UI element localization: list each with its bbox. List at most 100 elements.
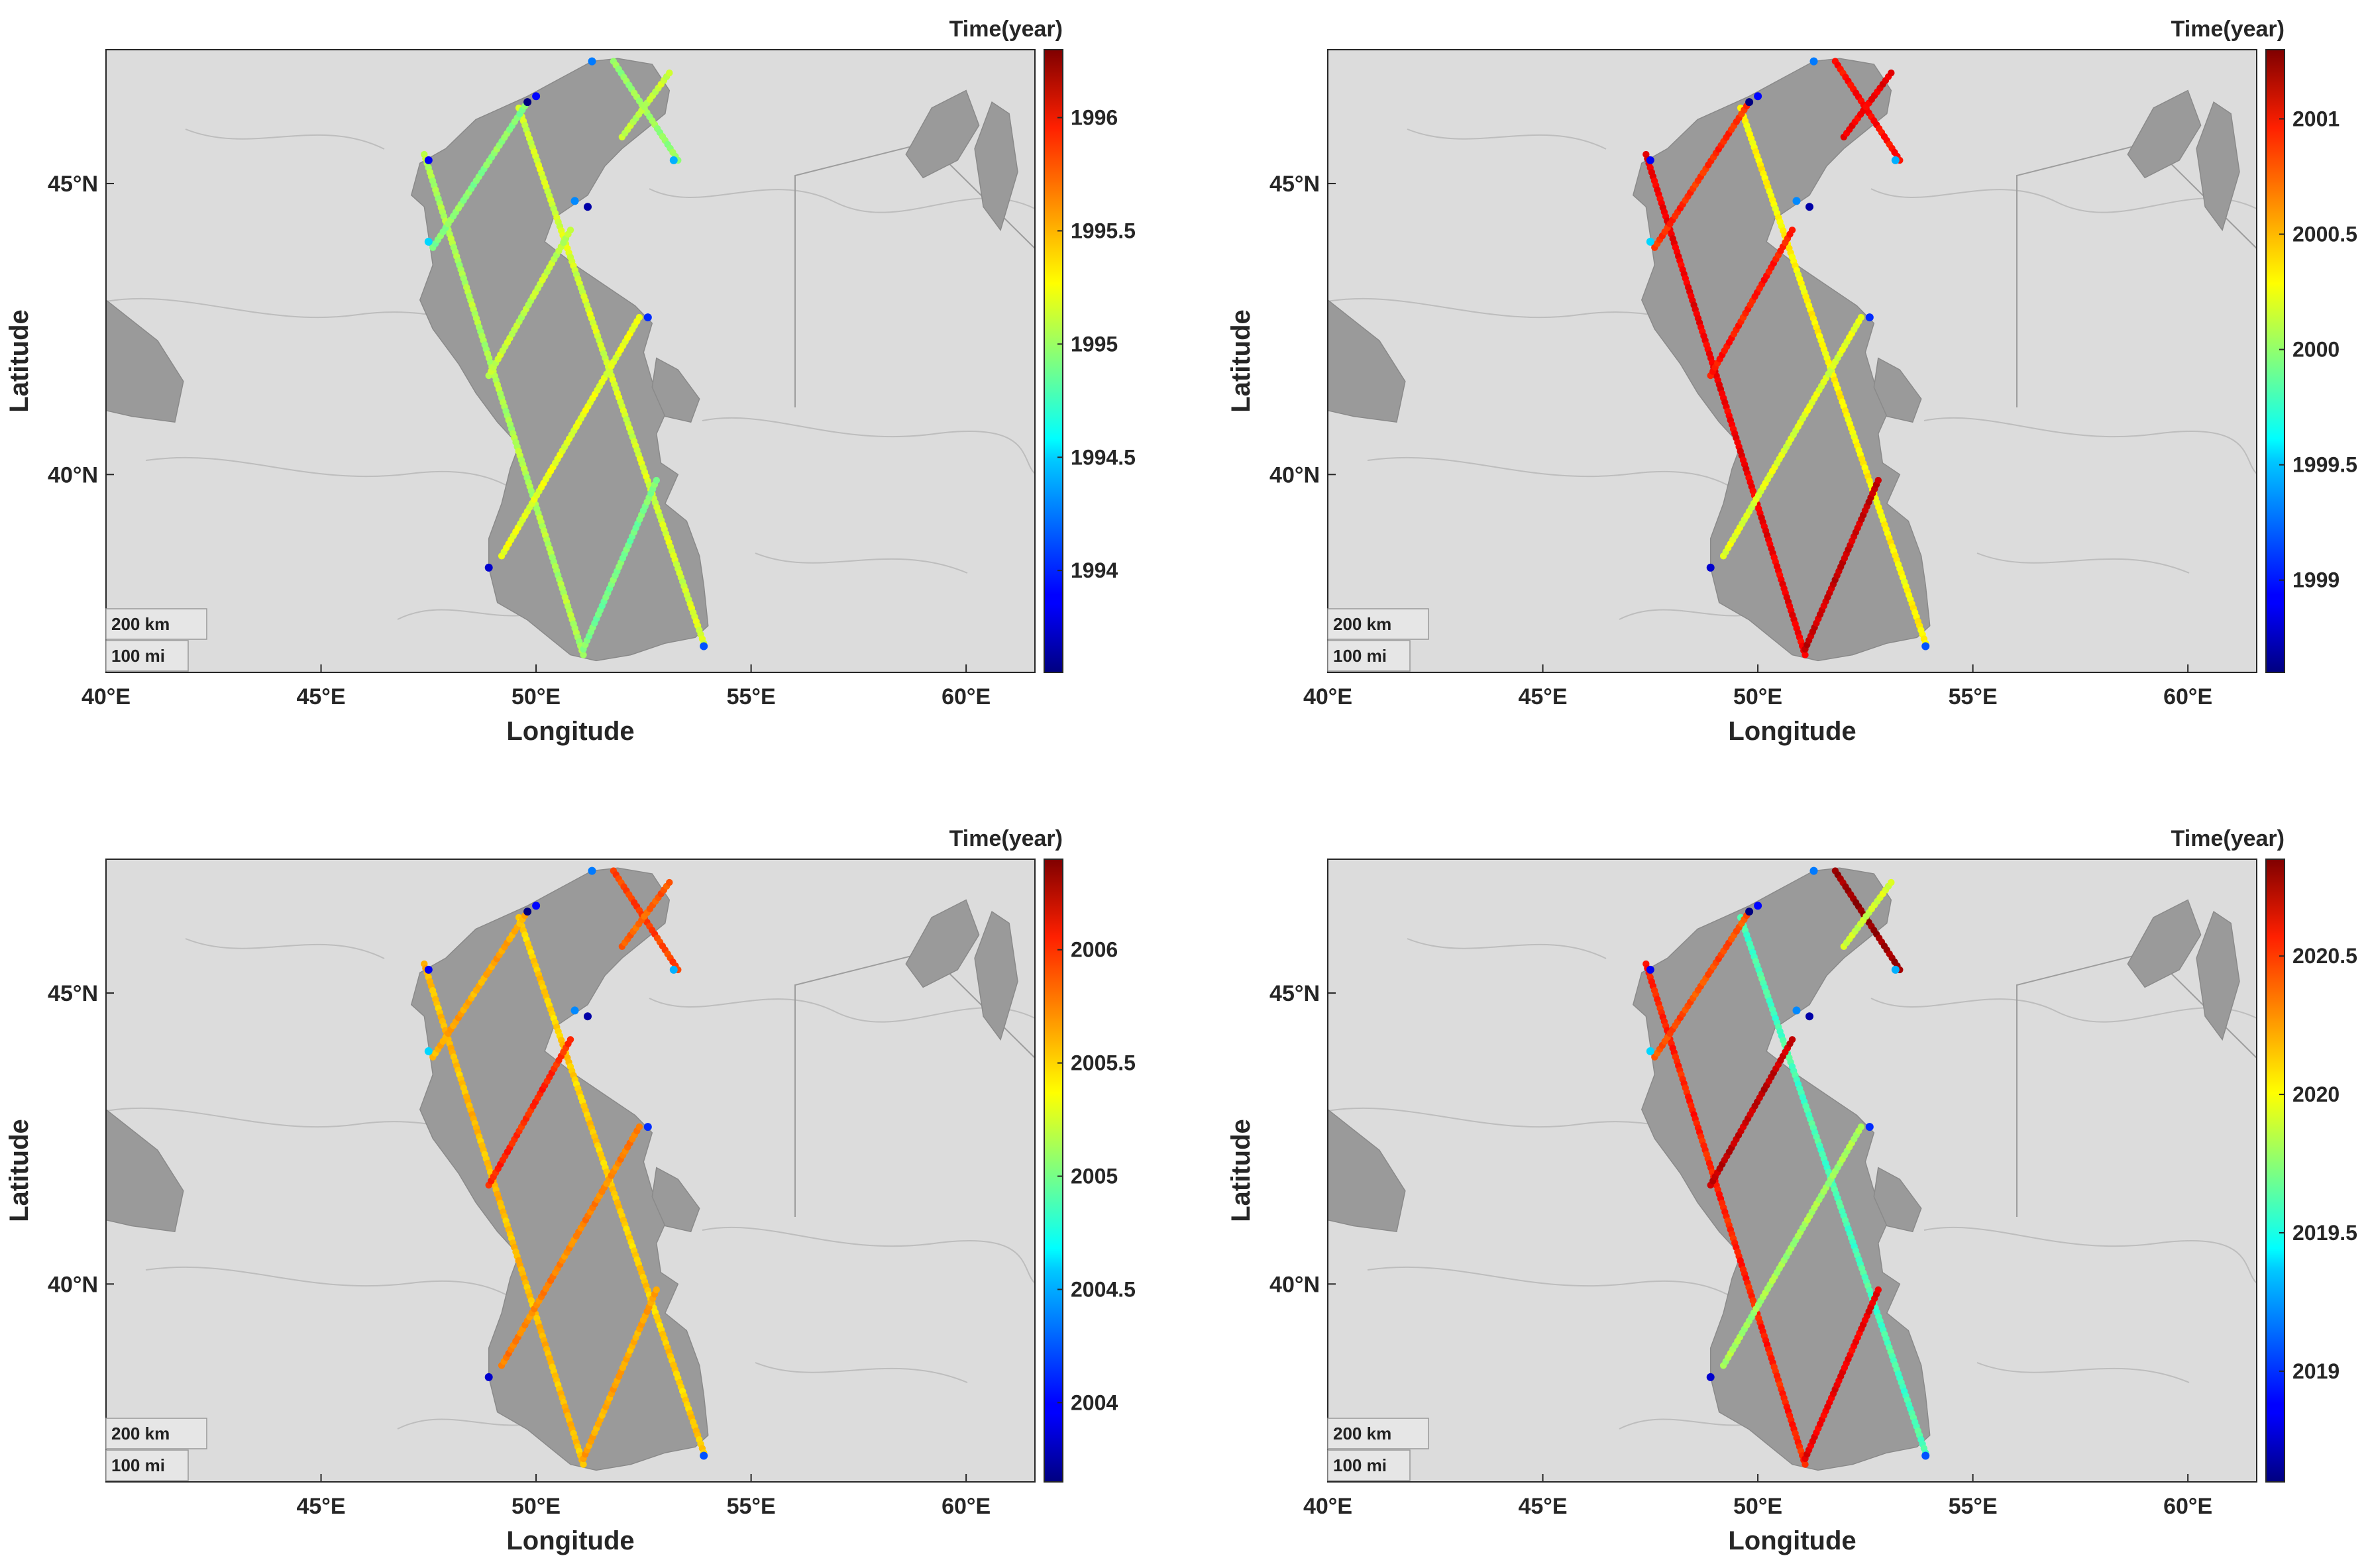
admin-border [1870, 998, 2257, 1023]
admin-border [1923, 1226, 2257, 1284]
colorbar-gradient [1044, 859, 1063, 1483]
colorbar-title: Time(year) [2171, 17, 2285, 42]
y-tick-label: 45°N [48, 981, 98, 1006]
aral-sea-west [905, 89, 980, 179]
coastal-point [1865, 313, 1874, 322]
x-tick-label: 60°E [2163, 684, 2212, 709]
satellite-tracks [1643, 866, 1930, 1468]
x-tick-label: 55°E [727, 1494, 776, 1519]
colorbar-gradient [2265, 49, 2285, 673]
admin-border [702, 1226, 1036, 1284]
track-point [653, 476, 660, 484]
y-tick-label: 40°N [48, 462, 98, 488]
x-tick-label: 50°E [512, 1494, 561, 1519]
coastal-point [424, 156, 433, 164]
admin-border [755, 552, 968, 574]
colorbar-tick-label: 2004.5 [1071, 1277, 1136, 1301]
admin-border [1923, 417, 2257, 474]
scale-km-box [105, 608, 207, 640]
colorbar-tick-label: 2019 [2292, 1359, 2340, 1383]
scale-bar: 200 km 100 mi [1327, 608, 1429, 672]
y-axis-label: Latitude [1226, 309, 1256, 413]
y-tick-label: 45°N [1269, 172, 1320, 197]
coastal-point [669, 156, 678, 164]
y-axis-label: Latitude [1226, 1119, 1256, 1222]
coastal-point [1805, 203, 1813, 211]
track-point [1888, 69, 1895, 77]
map-area: 40°E 45°E 50°E 55°E 60°E 45°N 40°N [48, 49, 1036, 709]
scale-mi: 100 mi [1333, 646, 1387, 666]
coastal-point [424, 1047, 433, 1055]
admin-border [1870, 188, 2257, 213]
x-tick-label: 55°E [1949, 684, 1998, 709]
colorbar-tick-label: 1995 [1071, 332, 1118, 356]
coastal-point [1809, 57, 1818, 66]
scale-mi-box [105, 1449, 189, 1481]
x-axis-label: Longitude [506, 1526, 634, 1555]
coastal-point [1706, 563, 1715, 572]
colorbar-tick-label: 1999.5 [2292, 453, 2357, 477]
admin-border [1976, 1362, 2190, 1383]
colorbar-tick-label: 2019.5 [2292, 1221, 2357, 1245]
y-tick-label: 40°N [1269, 462, 1320, 488]
y-tick-label: 45°N [1269, 981, 1320, 1006]
plot-frame [1327, 859, 2257, 1483]
scale-km: 200 km [1333, 614, 1391, 634]
track-point [1874, 476, 1882, 484]
map-area: 40°E 45°E 50°E 55°E 60°E 45°N 40°N [1269, 49, 2257, 709]
y-tick-label: 40°N [48, 1272, 98, 1297]
coastal-point [700, 1451, 708, 1460]
colorbar: Time(year) 2019 2019.5 2020 2020.5 [2171, 826, 2357, 1483]
scale-km-box [1327, 1418, 1429, 1449]
coastal-point [424, 237, 433, 246]
coastal-point [523, 908, 532, 916]
x-tick-label: 45°E [296, 1494, 345, 1519]
coastal-point [484, 1373, 493, 1381]
track-point [566, 227, 574, 234]
coastal-point [1865, 1123, 1874, 1131]
colorbar-tick-label: 2020 [2292, 1082, 2340, 1106]
track-point [566, 1036, 574, 1043]
colorbar-tick-label: 2001 [2292, 107, 2340, 131]
colorbar-tick-label: 2006 [1071, 938, 1118, 962]
caspian-sea [410, 867, 709, 1471]
y-axis-label: Latitude [5, 1119, 34, 1222]
x-tick-label: 40°E [1303, 684, 1352, 709]
x-tick-label: 40°E [81, 684, 131, 709]
aral-sea-west [2127, 899, 2202, 988]
coastal-point [1891, 156, 1900, 164]
track-point [1802, 651, 1809, 658]
colorbar-tick-label: 2004 [1071, 1390, 1118, 1414]
admin-border [649, 998, 1036, 1023]
coastal-point [1745, 98, 1754, 107]
caspian-sea [410, 58, 709, 662]
track-point [1802, 1461, 1809, 1468]
coastal-point [1646, 965, 1654, 974]
track-point [1788, 227, 1796, 234]
coastal-point [1646, 237, 1654, 246]
coastal-point [570, 1006, 579, 1015]
colorbar: Time(year) 1999 1999.5 2000 2000.5 2001 [2171, 17, 2357, 673]
aral-sea-east [974, 101, 1018, 231]
scale-mi: 100 mi [111, 646, 165, 666]
x-tick-label: 60°E [942, 1494, 991, 1519]
y-tick-label: 40°N [1269, 1272, 1320, 1297]
coastal-point [700, 642, 708, 651]
kara-bogaz-gol [651, 1167, 700, 1233]
coastal-point [584, 203, 592, 211]
satellite-tracks [421, 57, 708, 658]
coastal-point [588, 57, 596, 66]
kara-bogaz-gol [1873, 1167, 1922, 1233]
coastal-point [484, 563, 493, 572]
scale-km: 200 km [111, 1424, 170, 1443]
colorbar-tick-label: 2000.5 [2292, 223, 2357, 246]
admin-border [755, 1362, 968, 1383]
map-area: 45°E 50°E 55°E 60°E 45°N 40°N [48, 859, 1036, 1519]
kara-bogaz-gol [1873, 357, 1922, 423]
scale-mi: 100 mi [111, 1455, 165, 1475]
plot-frame [105, 859, 1036, 1483]
colorbar-tick-label: 2020.5 [2292, 944, 2357, 968]
satellite-tracks [1643, 57, 1930, 658]
colorbar-tick-label: 1996 [1071, 106, 1118, 130]
